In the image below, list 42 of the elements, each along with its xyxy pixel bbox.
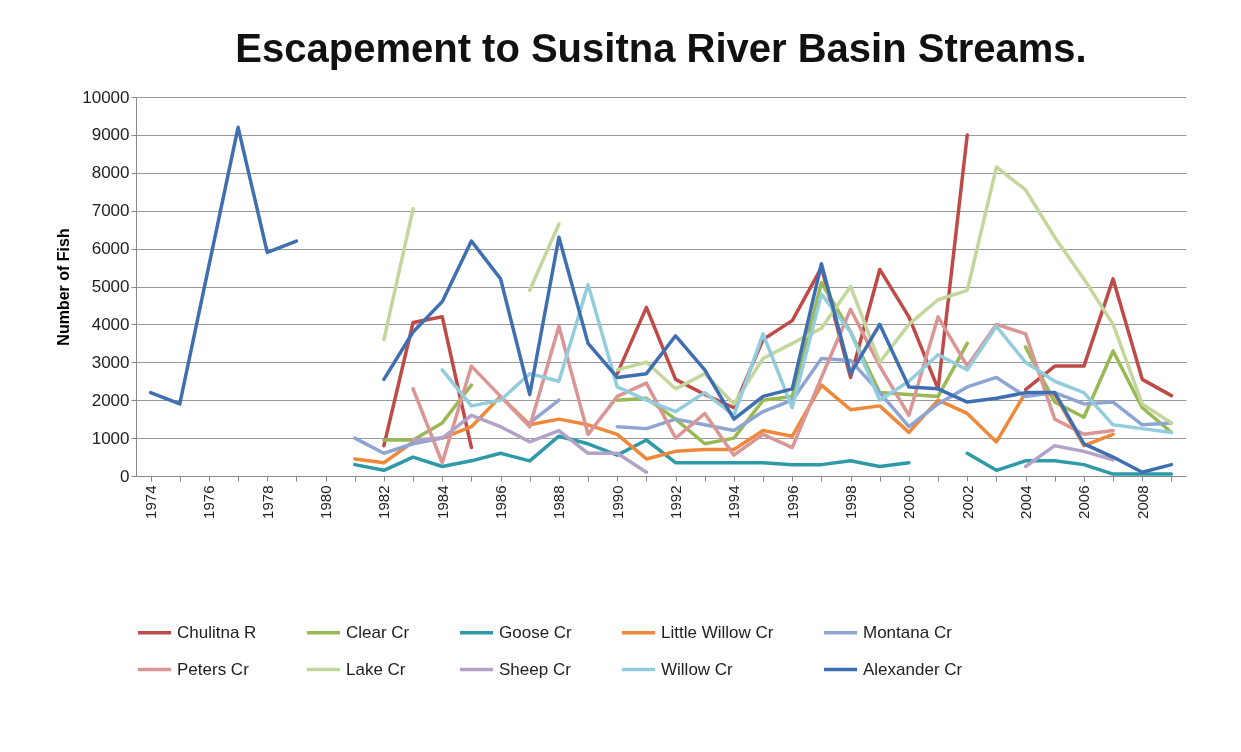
y-tick-label: 4000 — [91, 314, 130, 334]
y-tick-label: 3000 — [91, 352, 130, 372]
line-series — [411, 307, 1115, 465]
legend-label: Clear Cr — [346, 622, 410, 642]
y-axis-title: Number of Fish — [55, 228, 73, 346]
x-tick-label: 1990 — [608, 485, 626, 519]
y-tick-label: 0 — [120, 466, 130, 486]
x-tick-label: 1980 — [317, 485, 335, 519]
y-tick-label: 6000 — [91, 239, 130, 259]
x-tick-label: 1992 — [667, 485, 685, 519]
x-tick-label: 2002 — [958, 485, 976, 519]
y-tick-label: 10000 — [82, 87, 130, 107]
legend-label: Chulitna R — [177, 622, 257, 642]
y-tick-label: 8000 — [91, 163, 130, 183]
y-tick-label: 9000 — [91, 125, 130, 145]
legend-label: Lake Cr — [346, 659, 406, 679]
x-tick-label: 2008 — [1133, 485, 1151, 519]
x-tick-label: 1984 — [433, 485, 451, 519]
x-tick-label: 2004 — [1017, 485, 1035, 519]
y-tick-label: 1000 — [91, 428, 130, 448]
y-tick-label: 2000 — [91, 390, 130, 410]
x-tick-label: 2000 — [900, 485, 918, 519]
x-tick-label: 1974 — [142, 485, 160, 519]
x-tick-label: 1978 — [258, 485, 276, 519]
legend-label: Alexander Cr — [863, 659, 963, 679]
legend-label: Goose Cr — [499, 622, 573, 642]
x-tick-label: 2006 — [1075, 485, 1093, 519]
legend-label: Willow Cr — [661, 659, 734, 679]
legend-label: Peters Cr — [177, 659, 250, 679]
y-tick-label: 5000 — [91, 277, 130, 296]
x-tick-label: 1996 — [783, 485, 801, 519]
legend-label: Montana Cr — [863, 622, 953, 642]
x-tick-label: 1976 — [200, 485, 218, 519]
chart-title: Escapement to Susitna River Basin Streams. — [235, 26, 1087, 70]
x-tick-label: 1986 — [492, 485, 510, 519]
y-tick-label: 7000 — [91, 201, 130, 221]
legend-label: Sheep Cr — [499, 659, 572, 679]
x-tick-label: 1994 — [725, 485, 743, 519]
legend-label: Little Willow Cr — [661, 622, 774, 642]
x-tick-label: 1982 — [375, 485, 393, 519]
x-tick-label: 1998 — [842, 485, 860, 519]
x-tick-label: 1988 — [550, 485, 568, 519]
